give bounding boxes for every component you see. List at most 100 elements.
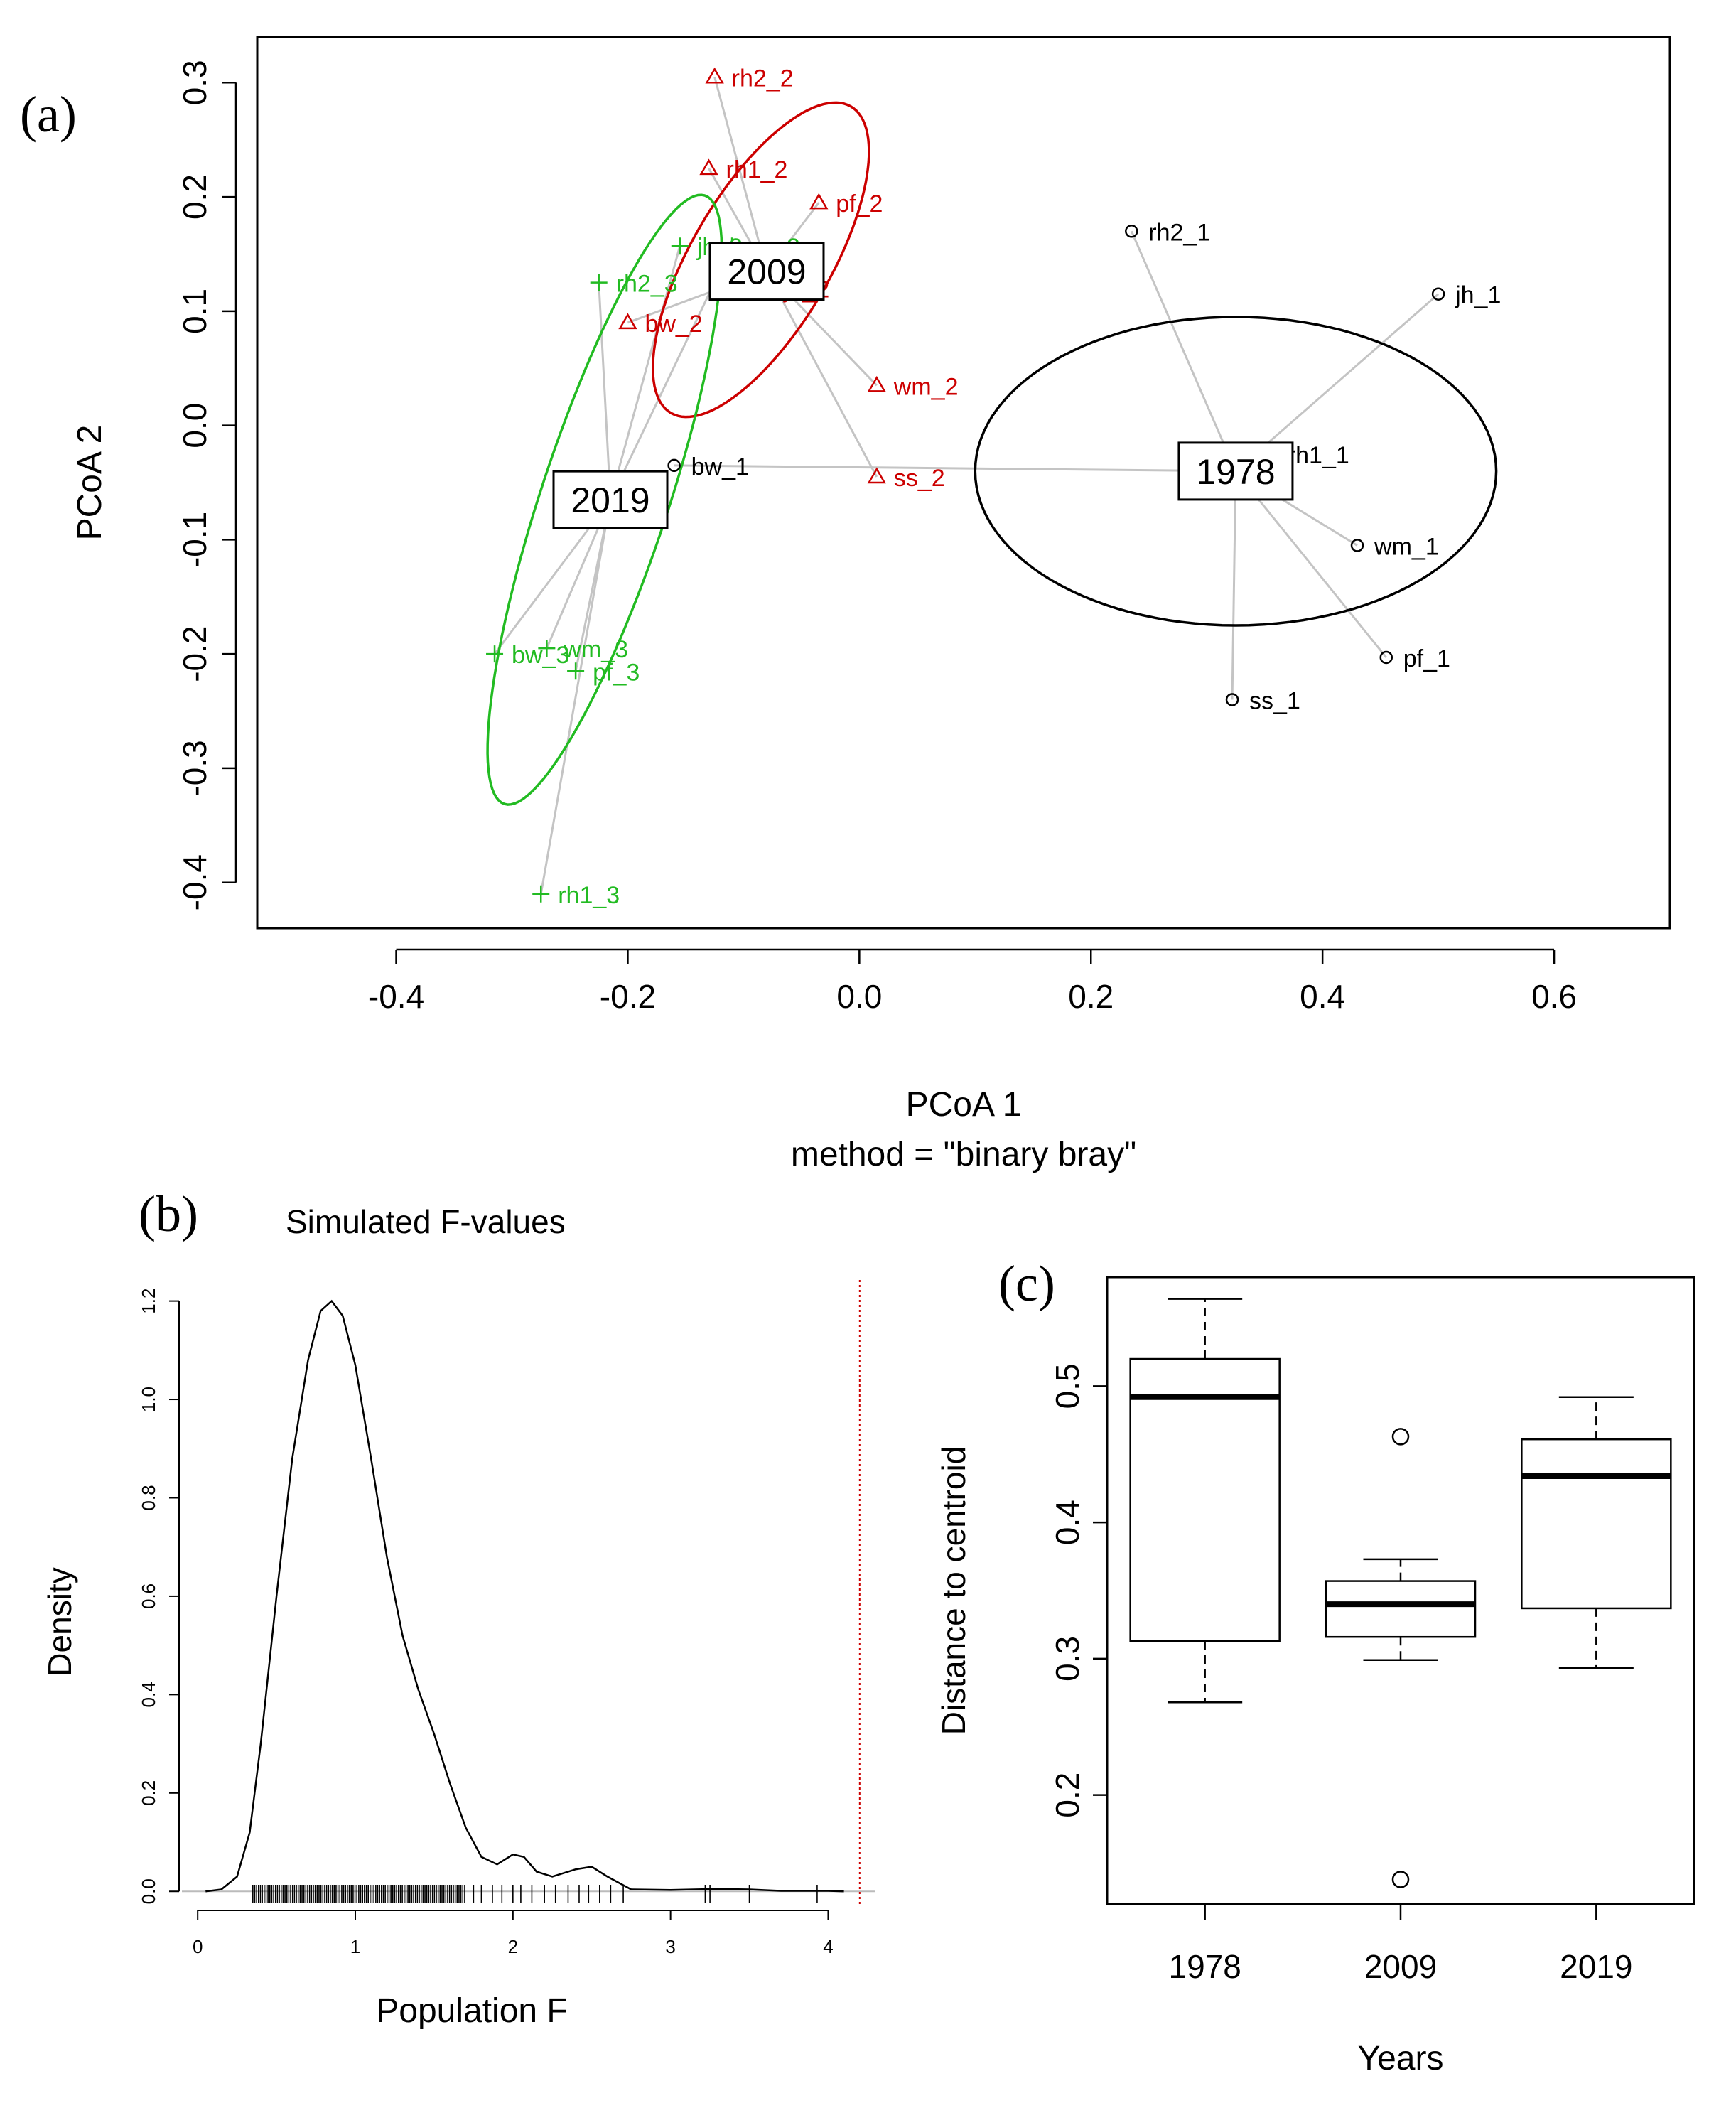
spoke-jh_3 (609, 245, 681, 500)
pcoa-x-tick-label: -0.4 (368, 978, 424, 1015)
pcoa-method-subtitle: method = "binary bray" (791, 1136, 1136, 1173)
ellipse-2019 (486, 193, 723, 806)
boxplot-plot-area (1129, 1298, 1672, 1888)
pcoa-y-tick-label: -0.1 (176, 512, 213, 568)
point-rh1_2 (699, 158, 718, 176)
point-wm_3 (538, 640, 556, 657)
centroid-box-2009 (708, 242, 825, 301)
pcoa-x-tick-label: 0.6 (1531, 978, 1577, 1015)
density-y-tick-label: 0.4 (138, 1682, 159, 1707)
density-plot-area (182, 1280, 875, 1906)
spoke-bw_1 (674, 464, 1236, 473)
pcoa-x-tick-label: 0.2 (1068, 978, 1114, 1015)
point-rh2_3 (590, 274, 608, 291)
pcoa-x-axis-label: PCoA 1 (906, 1086, 1022, 1124)
pcoa-plot-frame (256, 36, 1671, 930)
spoke-jh_1 (1234, 293, 1440, 473)
density-y-axis-label: Density (41, 1567, 78, 1676)
centroid-box-1978 (1177, 441, 1294, 501)
point-label-rh1_3: rh1_3 (558, 882, 620, 909)
point-bw_3 (486, 645, 504, 663)
box-2019 (1521, 1438, 1672, 1610)
ellipse-2009 (652, 101, 870, 419)
density-y-tick-label: 1.2 (138, 1289, 159, 1314)
spoke-rh2_2 (713, 76, 768, 271)
pcoa-y-tick-label: 0.2 (176, 174, 213, 220)
point-label-ss_2: ss_2 (894, 465, 945, 492)
density-x-axis: 0 1 2 3 4 (193, 1910, 834, 1957)
point-wm_1 (1350, 539, 1364, 552)
density-x-tick-label: 0 (193, 1936, 203, 1957)
density-y-tick-label: 0.2 (138, 1780, 159, 1806)
point-label-wm_2: wm_2 (893, 373, 959, 400)
point-pf_2 (809, 193, 829, 210)
point-label-bw_1: bw_1 (691, 453, 749, 480)
point-label-pf_2: pf_2 (836, 190, 883, 217)
pcoa-y-axis-label: PCoA 2 (71, 425, 109, 541)
point-jh_1 (1431, 287, 1445, 301)
panel-c-label: (c) (998, 1255, 1055, 1312)
ellipse-1978 (974, 316, 1498, 627)
density-y-tick-label: 0.8 (138, 1485, 159, 1510)
boxplot-y-tick-label: 0.2 (1049, 1773, 1086, 1818)
point-rh2_1 (1125, 225, 1138, 238)
point-bw_1 (667, 458, 681, 473)
point-rh2_2 (705, 67, 724, 84)
density-curve (205, 1299, 844, 1893)
boxplot-y-tick-label: 0.4 (1049, 1500, 1086, 1545)
point-label-bw_3: bw_3 (512, 642, 569, 669)
pcoa-y-axis: -0.4 -0.3 -0.2 -0.1 0.0 0.1 0.2 0.3 (176, 60, 237, 910)
pcoa-y-tick-label: 0.0 (176, 403, 213, 448)
point-ss_1 (1225, 693, 1239, 706)
point-label-wm_1: wm_1 (1374, 533, 1439, 560)
density-x-tick-label: 3 (665, 1936, 675, 1957)
pcoa-x-axis: -0.4 -0.2 0.0 0.2 0.4 0.6 (368, 948, 1577, 1015)
point-pf_1 (1379, 650, 1393, 665)
density-y-axis: 0.0 0.2 0.4 0.6 0.8 1.0 1.2 (138, 1289, 180, 1904)
density-y-tick-label: 0.6 (138, 1583, 159, 1609)
density-x-tick-label: 4 (823, 1936, 833, 1957)
boxplot-panel: (c) 1978 2009 2019 0.2 0.3 0.4 0.5 Years Dist… (935, 1255, 1695, 2077)
spoke-ss_1 (1231, 470, 1237, 700)
pcoa-plot-area: rh2_1 jh_1 rh1_1 bw_1 wm_1 pf_1 ss_1 rh2_2 rh1_2… (486, 65, 1501, 909)
point-label-bw_2: bw_2 (645, 311, 702, 338)
density-y-tick-label: 0.0 (138, 1878, 159, 1904)
pcoa-y-tick-label: 0.1 (176, 289, 213, 334)
boxplot-x-axis-label: Years (1358, 2040, 1444, 2077)
pcoa-x-tick-label: 0.0 (836, 978, 882, 1015)
density-x-tick-label: 1 (350, 1936, 360, 1957)
point-label-wm_3: wm_3 (563, 636, 628, 663)
spoke-ss_2 (765, 270, 878, 478)
boxplot-y-tick-label: 0.3 (1049, 1636, 1086, 1682)
spoke-pf_1 (1234, 470, 1387, 658)
point-jh_3 (671, 237, 689, 255)
pcoa-y-tick-label: -0.4 (176, 854, 213, 910)
point-label-rh2_3: rh2_3 (616, 271, 678, 298)
density-x-tick-label: 2 (508, 1936, 518, 1957)
pcoa-x-tick-label: 0.4 (1300, 978, 1345, 1015)
boxplot-x-tick-label: 2019 (1560, 1948, 1632, 1985)
pcoa-y-tick-label: -0.2 (176, 626, 213, 682)
boxplot-x-tick-label: 1978 (1168, 1948, 1241, 1985)
centroid-label-1978: 1978 (1196, 452, 1275, 492)
boxplot-y-tick-label: 0.5 (1049, 1363, 1086, 1409)
point-label-jh_1: jh_1 (1455, 282, 1501, 309)
boxplot-x-tick-label: 2009 (1364, 1948, 1437, 1985)
spoke-rh2_1 (1130, 230, 1237, 472)
boxplot-y-axis-label: Distance to centroid (935, 1446, 972, 1736)
point-label-rh2_1: rh2_1 (1148, 219, 1210, 246)
spoke-rh2_3 (598, 282, 612, 500)
point-bw_2 (618, 313, 637, 330)
outlier-2009 (1391, 1428, 1410, 1446)
point-label-pf_1: pf_1 (1403, 645, 1450, 672)
point-label-ss_1: ss_1 (1249, 687, 1300, 714)
spoke-rh1_3 (539, 499, 612, 895)
boxplot-y-axis: 0.2 0.3 0.4 0.5 (1049, 1363, 1107, 1818)
pcoa-y-tick-label: 0.3 (176, 60, 213, 105)
point-label-rh1_1: rh1_1 (1288, 442, 1349, 469)
density-title: Simulated F-values (286, 1203, 566, 1240)
pcoa-panel: (a) rh2_1 jh_1 rh1_1 bw_1 wm_1 pf_1 ss_1 rh2_2r… (20, 36, 1671, 1173)
point-rh1_3 (532, 885, 550, 903)
pcoa-y-tick-label: -0.3 (176, 740, 213, 796)
